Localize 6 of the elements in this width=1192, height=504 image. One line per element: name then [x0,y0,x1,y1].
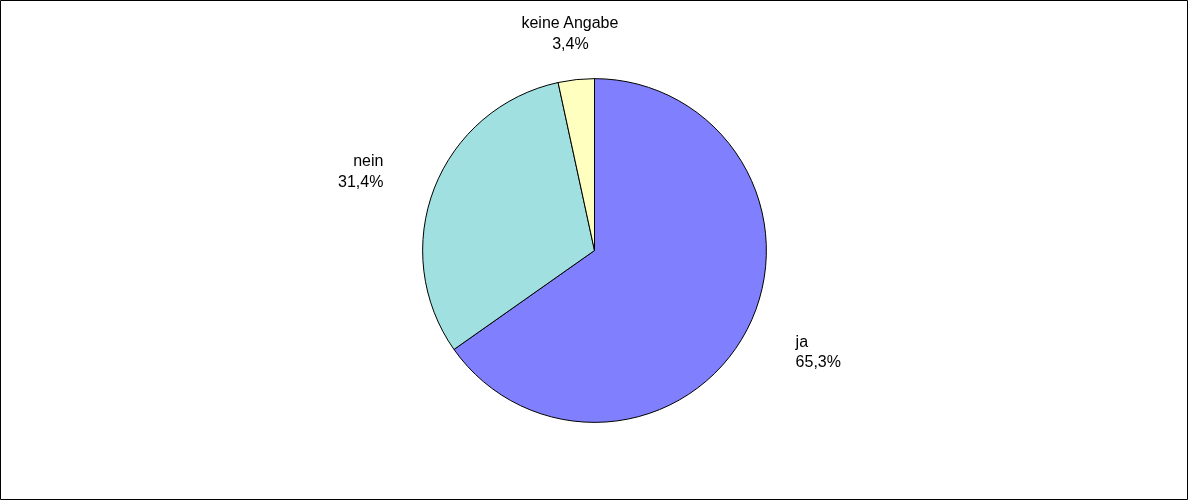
slice-label: keine Angabe [521,14,619,32]
data-label: 3,4% [552,34,589,52]
slice-label: nein [353,152,384,170]
slice-label: ja [794,332,809,350]
data-label: 31,4% [338,172,384,190]
data-label: 65,3% [795,352,841,370]
